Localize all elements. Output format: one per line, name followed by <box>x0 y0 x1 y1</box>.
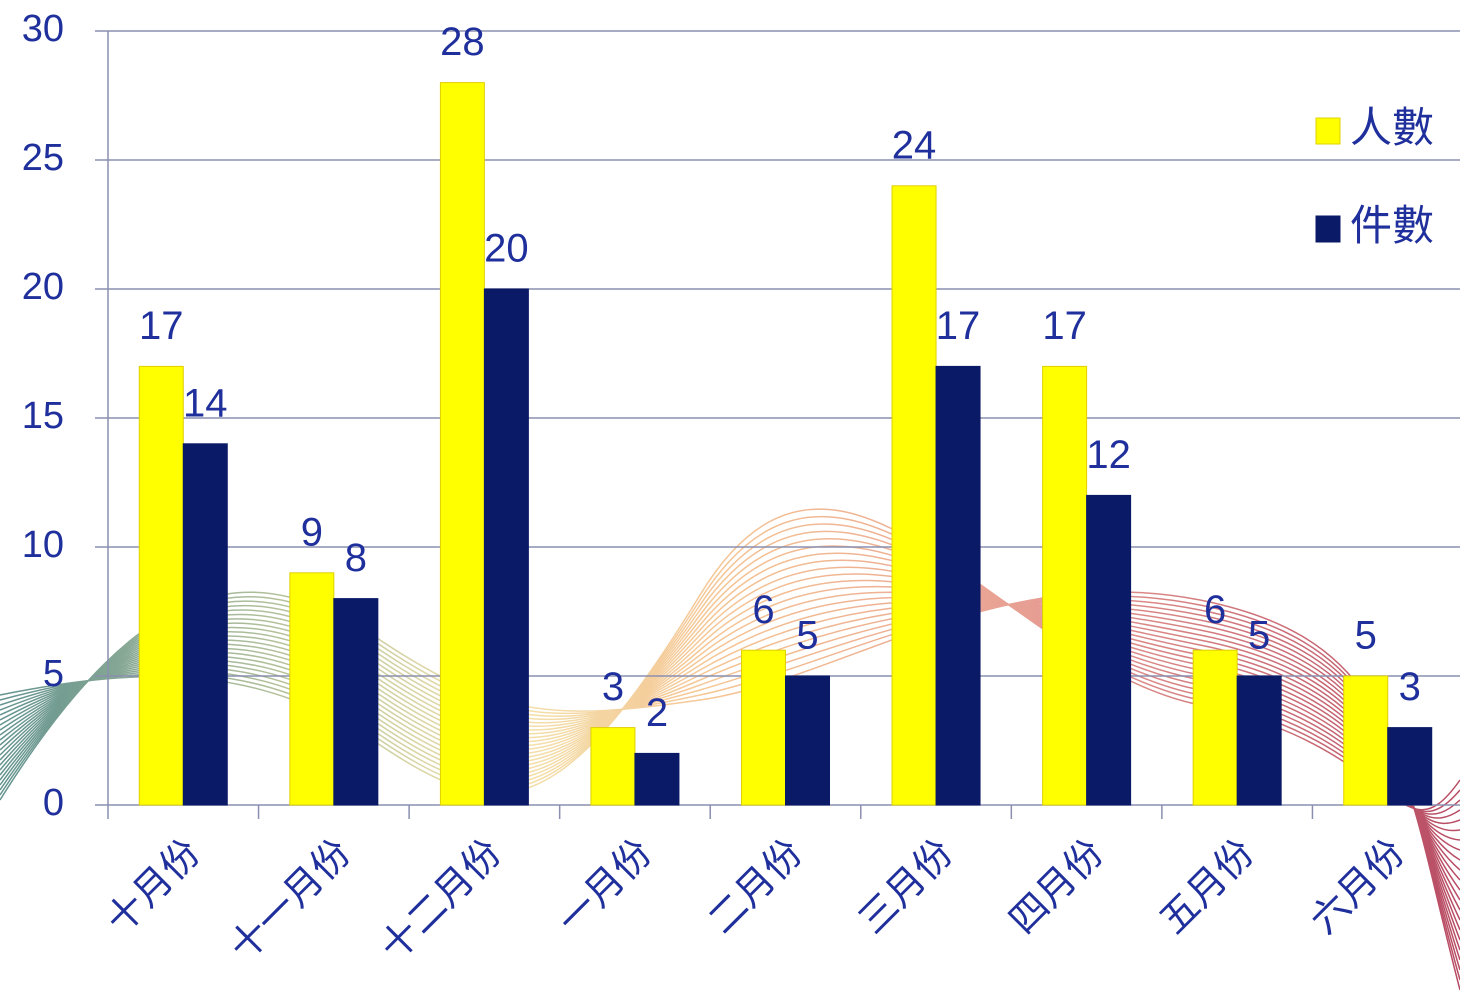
bar <box>334 599 378 805</box>
value-label: 24 <box>892 123 937 167</box>
bar <box>1043 366 1087 805</box>
value-label: 28 <box>440 20 485 64</box>
value-label: 17 <box>1042 304 1087 348</box>
bar <box>139 366 183 805</box>
value-label: 2 <box>646 691 668 735</box>
y-tick-label: 25 <box>22 137 64 179</box>
value-label: 5 <box>1355 614 1377 658</box>
y-tick-label: 5 <box>43 653 64 695</box>
value-label: 20 <box>484 227 529 271</box>
y-tick-label: 10 <box>22 524 64 566</box>
y-tick-label: 15 <box>22 395 64 437</box>
bar <box>742 650 786 805</box>
x-tick-label: 三月份 <box>851 832 961 942</box>
x-tick-label: 二月份 <box>701 832 811 942</box>
value-label: 17 <box>139 304 184 348</box>
value-label: 5 <box>796 614 818 658</box>
value-label: 6 <box>1204 588 1226 632</box>
value-label: 8 <box>345 536 367 580</box>
x-tick-label: 十二月份 <box>373 832 510 969</box>
bar <box>591 728 635 805</box>
chart: 051015202530十月份1714十一月份98十二月份2820一月份32二月… <box>0 0 1460 995</box>
bar <box>1193 650 1237 805</box>
bar <box>440 83 484 805</box>
value-label: 3 <box>1399 665 1421 709</box>
value-label: 14 <box>183 381 228 425</box>
bar <box>290 573 334 805</box>
legend-label: 件數 <box>1350 202 1434 249</box>
x-tick-label: 六月份 <box>1303 832 1413 942</box>
y-tick-label: 20 <box>22 266 64 308</box>
x-tick-label: 十一月份 <box>222 832 359 969</box>
bar <box>1237 676 1281 805</box>
x-tick-label: 四月份 <box>1002 832 1112 942</box>
value-label: 9 <box>301 510 323 554</box>
bar <box>892 186 936 805</box>
legend-swatch <box>1316 216 1340 242</box>
legend-label: 人數 <box>1350 104 1434 151</box>
value-label: 3 <box>602 665 624 709</box>
bar <box>936 366 980 805</box>
bar <box>183 444 227 805</box>
bar <box>786 676 830 805</box>
value-label: 17 <box>936 304 981 348</box>
y-tick-label: 30 <box>22 8 64 50</box>
y-tick-label: 0 <box>43 782 64 824</box>
value-label: 12 <box>1086 433 1131 477</box>
x-tick-label: 十月份 <box>98 832 208 942</box>
bar <box>1344 676 1388 805</box>
legend-swatch <box>1316 118 1340 144</box>
value-label: 6 <box>752 588 774 632</box>
value-label: 5 <box>1248 614 1270 658</box>
x-tick-label: 五月份 <box>1152 832 1262 942</box>
bar <box>1087 495 1131 805</box>
bar <box>1388 728 1432 805</box>
bar <box>635 753 679 805</box>
bar <box>484 289 528 805</box>
x-tick-label: 一月份 <box>550 832 660 942</box>
